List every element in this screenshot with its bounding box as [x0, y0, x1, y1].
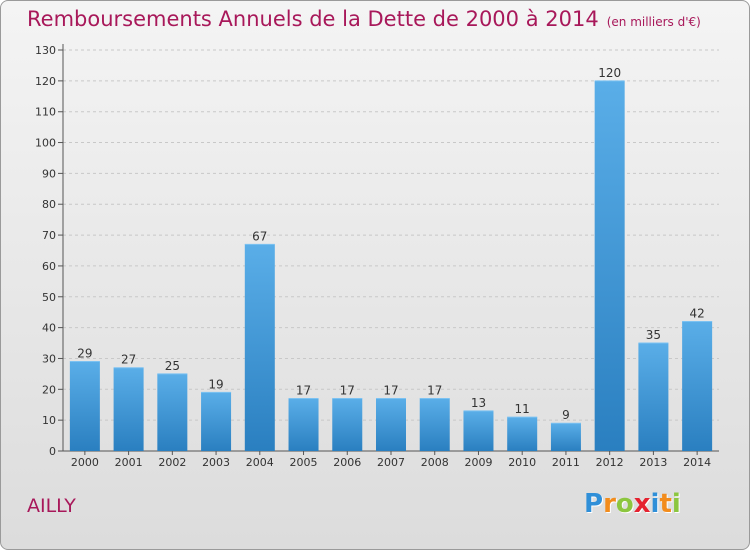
bar	[69, 361, 100, 451]
bar	[201, 392, 232, 451]
data-label: 67	[252, 229, 267, 243]
y-tick-label: 50	[42, 291, 56, 304]
x-tick-label: 2003	[202, 456, 230, 469]
bar	[157, 373, 188, 451]
bar	[244, 244, 275, 451]
x-tick-label: 2011	[552, 456, 580, 469]
bar	[288, 398, 319, 451]
bar	[113, 367, 144, 451]
data-label: 120	[598, 66, 621, 80]
x-tick-label: 2001	[115, 456, 143, 469]
logo-letter: P	[584, 489, 604, 519]
y-tick-label: 60	[42, 260, 56, 273]
x-tick-label: 2006	[333, 456, 361, 469]
commune-name: AILLY	[27, 495, 76, 517]
y-tick-label: 90	[42, 167, 56, 180]
data-label: 42	[689, 306, 704, 320]
x-tick-label: 2013	[639, 456, 667, 469]
y-tick-label: 100	[35, 137, 56, 150]
x-tick-label: 2000	[71, 456, 99, 469]
logo-letter: r	[603, 489, 616, 519]
y-tick-label: 70	[42, 229, 56, 242]
x-tick-label: 2004	[246, 456, 274, 469]
logo-letter: x	[633, 489, 651, 519]
x-tick-label: 2009	[464, 456, 492, 469]
bar	[463, 410, 494, 451]
y-tick-label: 80	[42, 198, 56, 211]
y-tick-label: 40	[42, 322, 56, 335]
logo-letter: t	[659, 489, 672, 519]
data-label: 17	[340, 384, 355, 398]
x-tick-label: 2007	[377, 456, 405, 469]
data-label: 9	[562, 408, 570, 422]
x-tick-label: 2002	[158, 456, 186, 469]
x-tick-label: 2005	[290, 456, 318, 469]
data-label: 25	[165, 359, 180, 373]
bar	[638, 343, 669, 451]
x-tick-label: 2012	[596, 456, 624, 469]
y-tick-label: 20	[42, 383, 56, 396]
data-label: 19	[208, 377, 223, 391]
data-label: 29	[77, 347, 92, 361]
logo-letter: i	[671, 489, 681, 519]
y-tick-label: 10	[42, 414, 56, 427]
chart-title: Remboursements Annuels de la Dette de 20…	[27, 7, 701, 31]
y-tick-label: 120	[35, 75, 56, 88]
bar	[594, 80, 625, 451]
data-label: 17	[383, 384, 398, 398]
y-tick-label: 130	[35, 44, 56, 57]
bar	[419, 398, 450, 451]
logo-letter: o	[615, 489, 634, 519]
bar	[507, 417, 538, 451]
y-tick-label: 0	[49, 445, 56, 458]
bar	[376, 398, 406, 451]
bar	[550, 423, 581, 451]
data-label: 17	[427, 384, 442, 398]
data-label: 27	[121, 353, 136, 367]
data-label: 35	[646, 328, 661, 342]
logo-letter: i	[650, 489, 660, 519]
x-tick-label: 2008	[421, 456, 449, 469]
bar	[332, 398, 363, 451]
data-label: 11	[515, 402, 530, 416]
chart-unit-note: (en milliers d'€)	[606, 15, 701, 29]
data-label: 13	[471, 396, 486, 410]
y-tick-label: 110	[35, 106, 56, 119]
proxiti-logo: Proxiti	[584, 489, 681, 519]
x-tick-label: 2010	[508, 456, 536, 469]
x-tick-label: 2014	[683, 456, 711, 469]
chart-title-main: Remboursements Annuels de la Dette de 20…	[27, 7, 599, 31]
bar	[682, 321, 713, 451]
y-tick-label: 30	[42, 352, 56, 365]
data-label: 17	[296, 384, 311, 398]
